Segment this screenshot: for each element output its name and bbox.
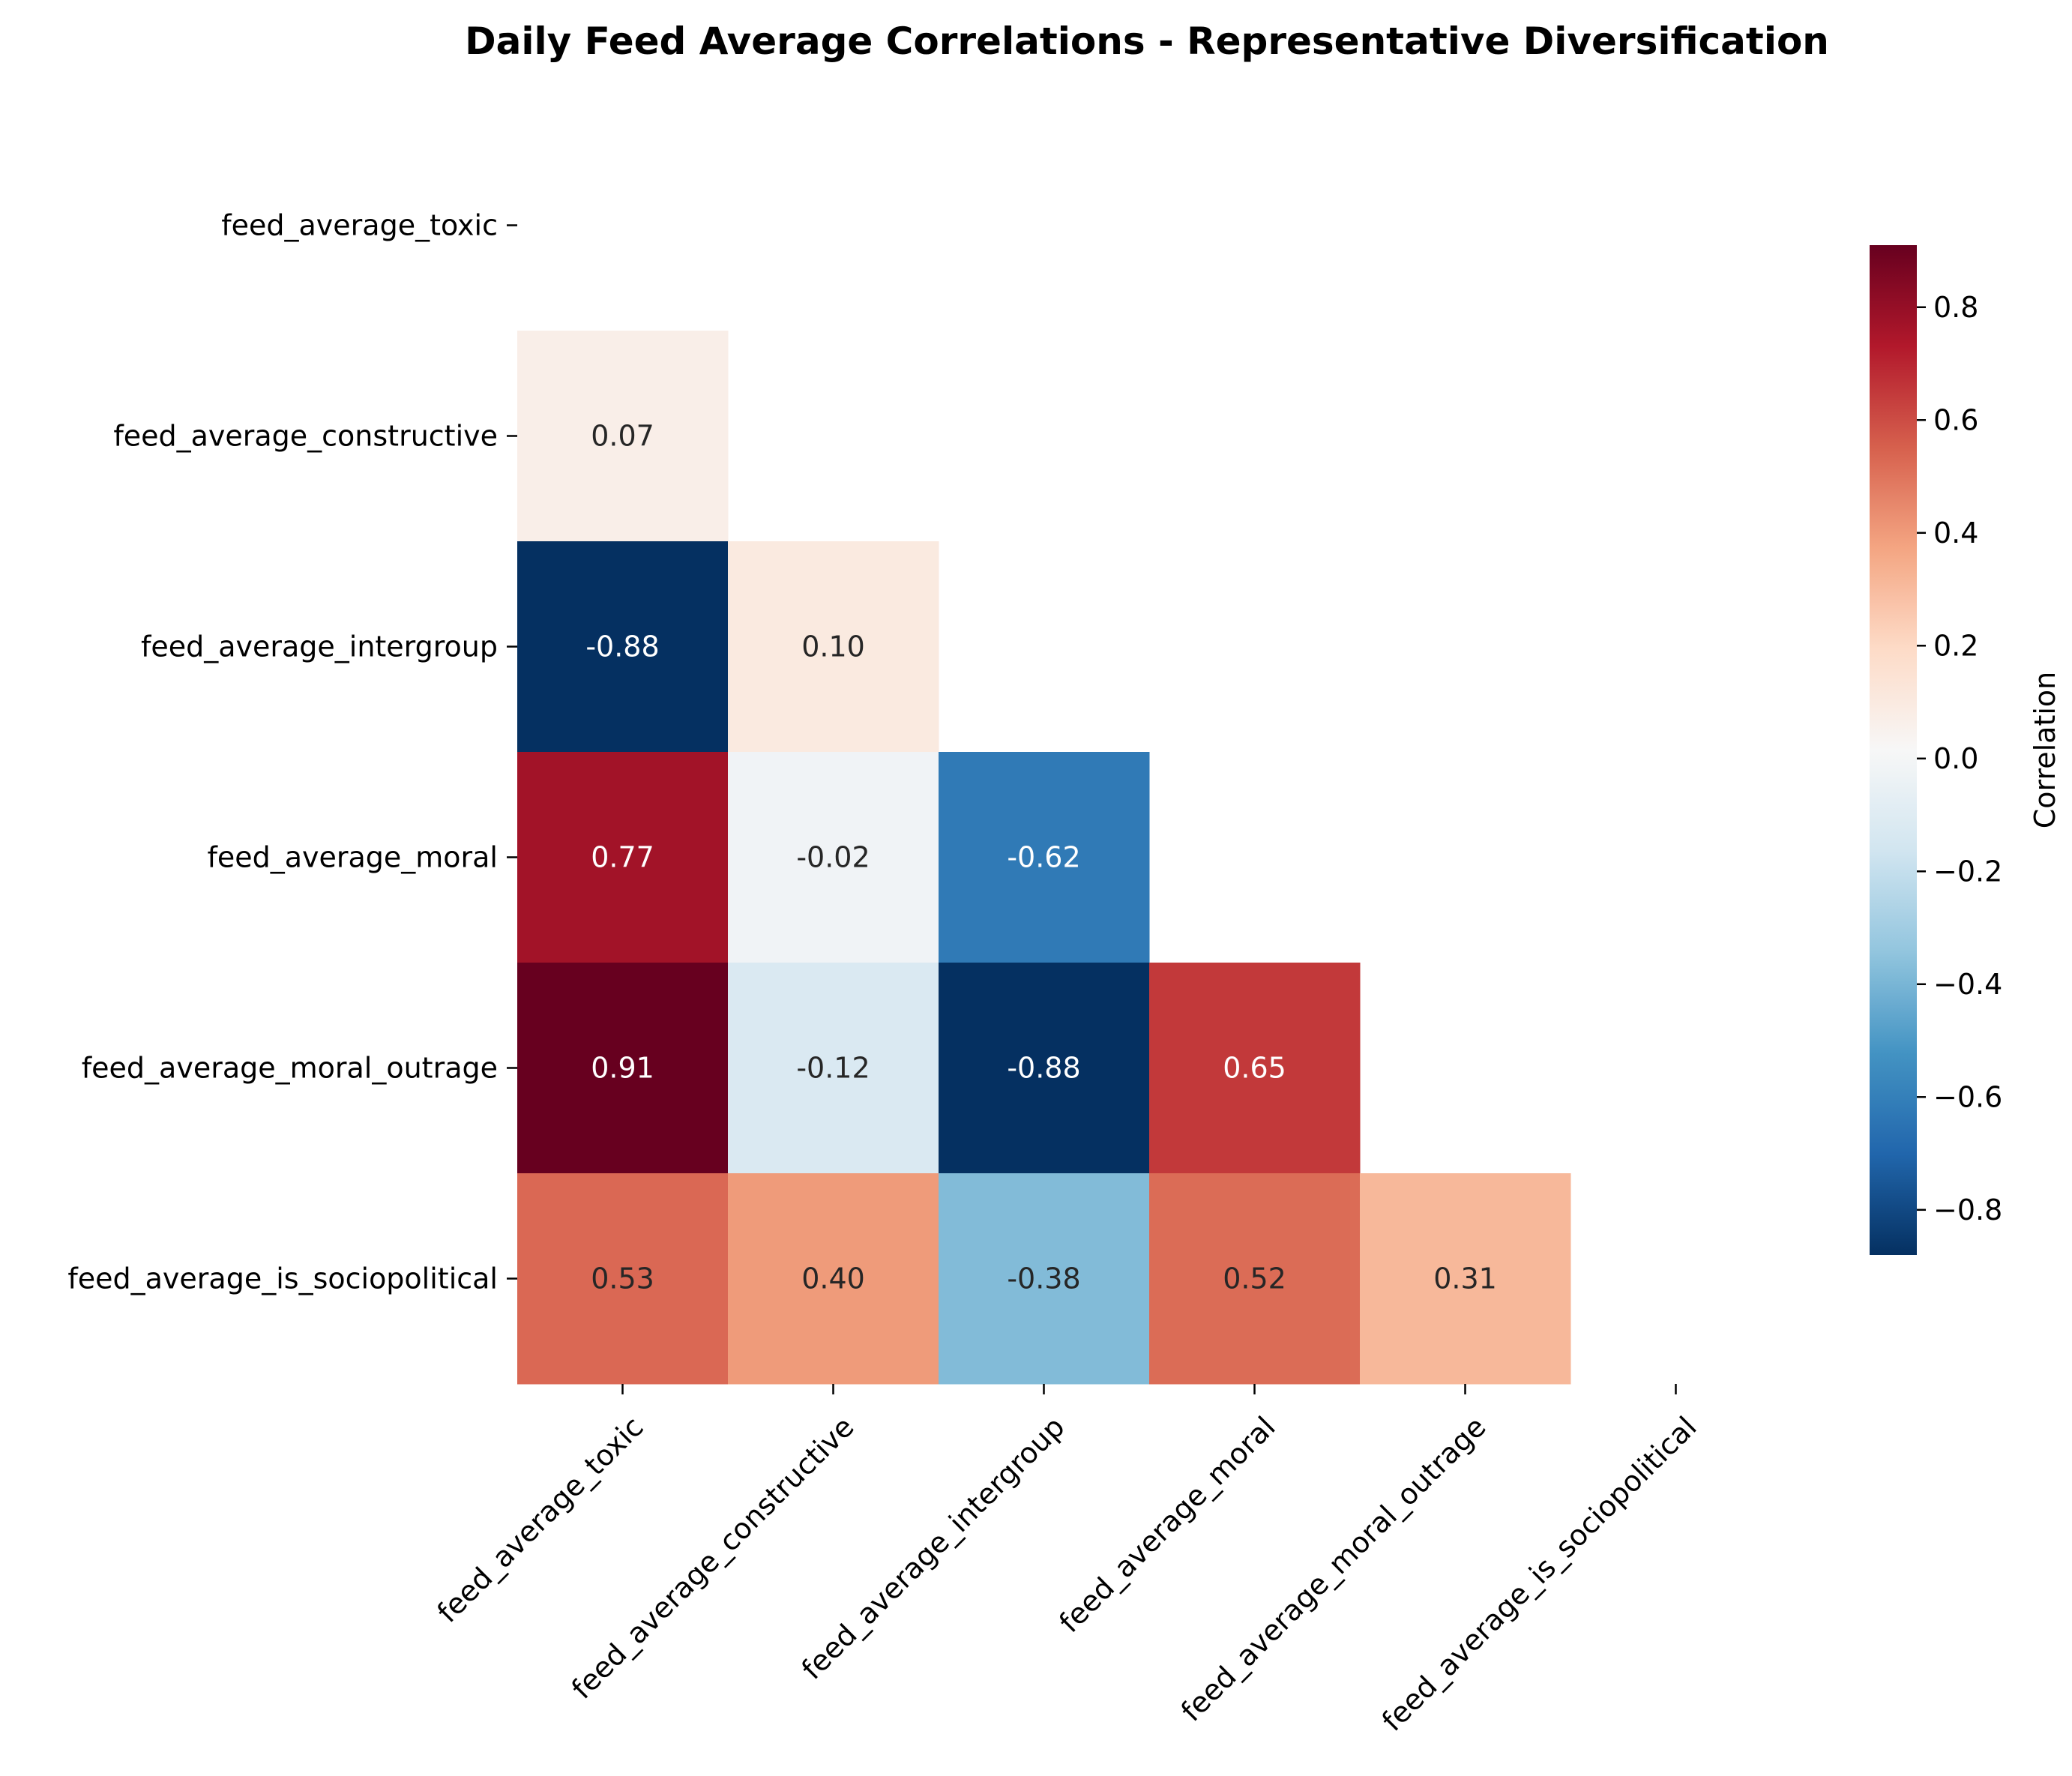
cell-value-2-0: -0.88 — [585, 630, 659, 663]
cell-value-4-2: -0.88 — [1007, 1052, 1080, 1085]
y-tick-label-1: feed_average_constructive — [113, 420, 498, 453]
cell-value-5-1: 0.40 — [801, 1262, 865, 1295]
heatmap-cell-5-2 — [939, 1173, 1150, 1385]
heatmap-cell-4-3 — [1149, 963, 1361, 1174]
heatmap-cell-2-0 — [517, 541, 729, 753]
heatmap-cell-3-2 — [939, 752, 1150, 963]
heatmap-cell-labels: 0.07 -0.88 0.10 0.77 -0.02 -0.62 0.91 -0.12 -0.8… — [585, 420, 1496, 1295]
y-axis: feed_average_toxic feed_average_construct… — [67, 209, 517, 1295]
cell-value-4-1: -0.12 — [796, 1052, 870, 1085]
y-tick-label-2: feed_average_intergroup — [141, 630, 498, 663]
colorbar: −0.8 −0.6 −0.4 −0.2 0.0 0.2 0.4 0.6 0.8 Correlati… — [1870, 245, 2062, 1255]
y-tick-label-0: feed_average_toxic — [221, 209, 498, 242]
colorbar-tick-label-4: 0.0 — [1933, 742, 1978, 775]
colorbar-tick-label-3: −0.2 — [1933, 855, 2002, 888]
cell-value-4-0: 0.91 — [591, 1052, 654, 1085]
heatmap-cell-2-1 — [728, 541, 939, 753]
colorbar-tick-label-5: 0.2 — [1933, 629, 1978, 662]
colorbar-tick-label-2: −0.4 — [1933, 968, 2002, 1001]
heatmap-cell-5-1 — [728, 1173, 939, 1385]
heatmap-cell-4-2 — [939, 963, 1150, 1174]
colorbar-tick-label-7: 0.6 — [1933, 403, 1978, 436]
heatmap-cell-5-0 — [517, 1173, 729, 1385]
colorbar-label: Correlation — [2029, 672, 2062, 829]
heatmap-cell-5-3 — [1149, 1173, 1361, 1385]
y-tick-label-5: feed_average_is_sociopolitical — [67, 1262, 498, 1295]
heatmap-cell-5-4 — [1360, 1173, 1571, 1385]
heatmap-cell-4-0 — [517, 963, 729, 1174]
cell-value-1-0: 0.07 — [591, 420, 654, 453]
heatmap-cell-3-1 — [728, 752, 939, 963]
cell-value-3-2: -0.62 — [1007, 841, 1080, 874]
cell-value-5-4: 0.31 — [1433, 1262, 1497, 1295]
heatmap-cell-3-0 — [517, 752, 729, 963]
colorbar-tick-label-6: 0.4 — [1933, 517, 1978, 550]
colorbar-gradient — [1870, 245, 1917, 1255]
cell-value-5-0: 0.53 — [591, 1262, 654, 1295]
cell-value-5-2: -0.38 — [1007, 1262, 1080, 1295]
x-tick-label-0: feed_average_toxic — [431, 1410, 650, 1629]
cell-value-4-3: 0.65 — [1223, 1052, 1286, 1085]
heatmap-cell-1-0 — [517, 331, 729, 542]
x-tick-label-3: feed_average_moral — [1053, 1410, 1282, 1639]
y-tick-label-4: feed_average_moral_outrage — [82, 1052, 498, 1085]
y-tick-label-3: feed_average_moral — [207, 841, 498, 874]
heatmap-cells — [517, 331, 1571, 1385]
x-axis: feed_average_toxicfeed_average_construct… — [431, 1384, 1703, 1738]
cell-value-3-1: -0.02 — [796, 841, 870, 874]
heatmap-cell-4-1 — [728, 963, 939, 1174]
colorbar-tick-label-8: 0.8 — [1933, 291, 1978, 324]
colorbar-tick-label-0: −0.8 — [1933, 1193, 2002, 1226]
cell-value-5-3: 0.52 — [1223, 1262, 1286, 1295]
cell-value-2-1: 0.10 — [801, 630, 865, 663]
cell-value-3-0: 0.77 — [591, 841, 654, 874]
chart-title: Daily Feed Average Correlations - Repres… — [465, 19, 1829, 63]
colorbar-tick-label-1: −0.6 — [1933, 1080, 2002, 1113]
